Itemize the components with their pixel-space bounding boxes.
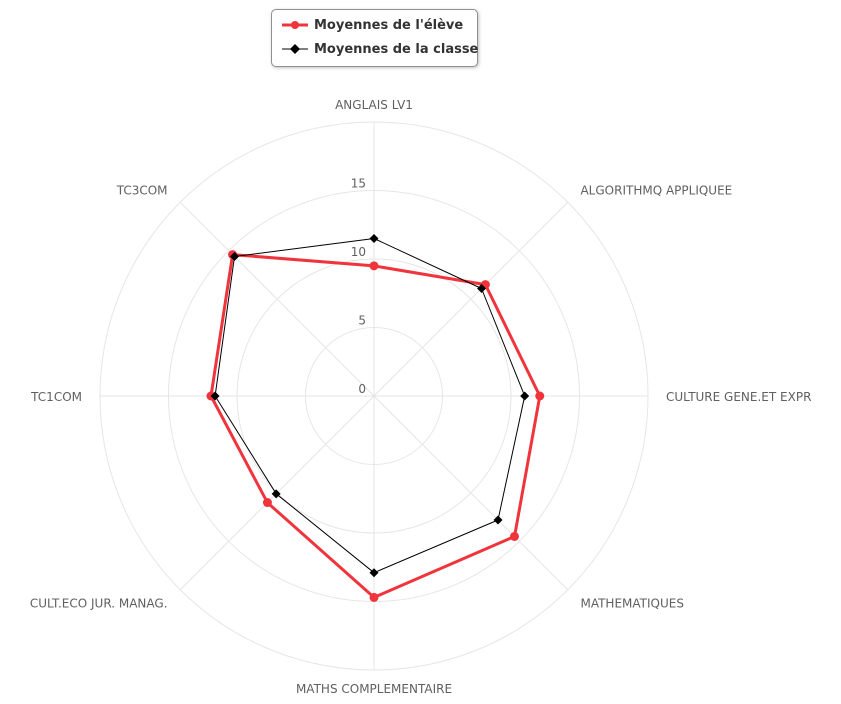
category-label: ANGLAIS LV1 bbox=[335, 98, 413, 112]
category-label: CULTURE GENE.ET EXPR bbox=[666, 390, 811, 404]
category-label: TC1COM bbox=[30, 390, 82, 404]
legend-item-classe[interactable]: Moyennes de la classe bbox=[282, 40, 478, 58]
grid-spoke bbox=[373, 395, 569, 591]
data-point[interactable] bbox=[535, 391, 545, 401]
radial-tick-label: 0 bbox=[358, 382, 366, 396]
data-point[interactable] bbox=[230, 252, 240, 262]
legend: Moyennes de l'élève Moyennes de la class… bbox=[271, 9, 478, 67]
category-label: TC3COM bbox=[116, 184, 168, 198]
radar-grid bbox=[99, 121, 649, 671]
series-classe bbox=[210, 233, 530, 578]
data-point[interactable] bbox=[369, 592, 379, 602]
category-label: MATHS COMPLEMENTAIRE bbox=[296, 682, 452, 696]
radial-tick-label: 5 bbox=[358, 314, 366, 328]
data-point[interactable] bbox=[520, 391, 530, 401]
data-point[interactable] bbox=[262, 498, 272, 508]
series-layer bbox=[206, 233, 545, 602]
radial-ticks: 0 5 10 15 bbox=[351, 177, 366, 397]
category-labels: ANGLAIS LV1 ALGORITHMQ APPLIQUEE CULTURE G… bbox=[30, 98, 812, 696]
category-label: ALGORITHMQ APPLIQUEE bbox=[580, 184, 732, 198]
grid-spoke bbox=[179, 201, 375, 397]
legend-label: Moyennes de la classe bbox=[314, 41, 479, 57]
radial-tick-label: 15 bbox=[351, 177, 366, 191]
grid-spoke bbox=[373, 201, 569, 397]
data-point[interactable] bbox=[369, 233, 379, 243]
category-label: MATHEMATIQUES bbox=[580, 596, 684, 610]
legend-item-eleve[interactable]: Moyennes de l'élève bbox=[282, 16, 463, 34]
data-point[interactable] bbox=[509, 531, 519, 541]
radial-tick-label: 10 bbox=[351, 245, 366, 259]
data-point[interactable] bbox=[369, 261, 379, 271]
series-eleve bbox=[206, 250, 545, 602]
series-line bbox=[209, 253, 542, 599]
category-label: CULT.ECO JUR. MANAG. bbox=[30, 596, 168, 610]
legend-marker-diamond-icon bbox=[282, 42, 308, 56]
legend-label: Moyennes de l'élève bbox=[314, 17, 464, 33]
data-point[interactable] bbox=[271, 489, 281, 499]
data-point[interactable] bbox=[477, 283, 487, 293]
data-point[interactable] bbox=[493, 515, 503, 525]
data-point[interactable] bbox=[369, 568, 379, 578]
legend-marker-circle-icon bbox=[282, 18, 308, 32]
data-point[interactable] bbox=[210, 391, 220, 401]
